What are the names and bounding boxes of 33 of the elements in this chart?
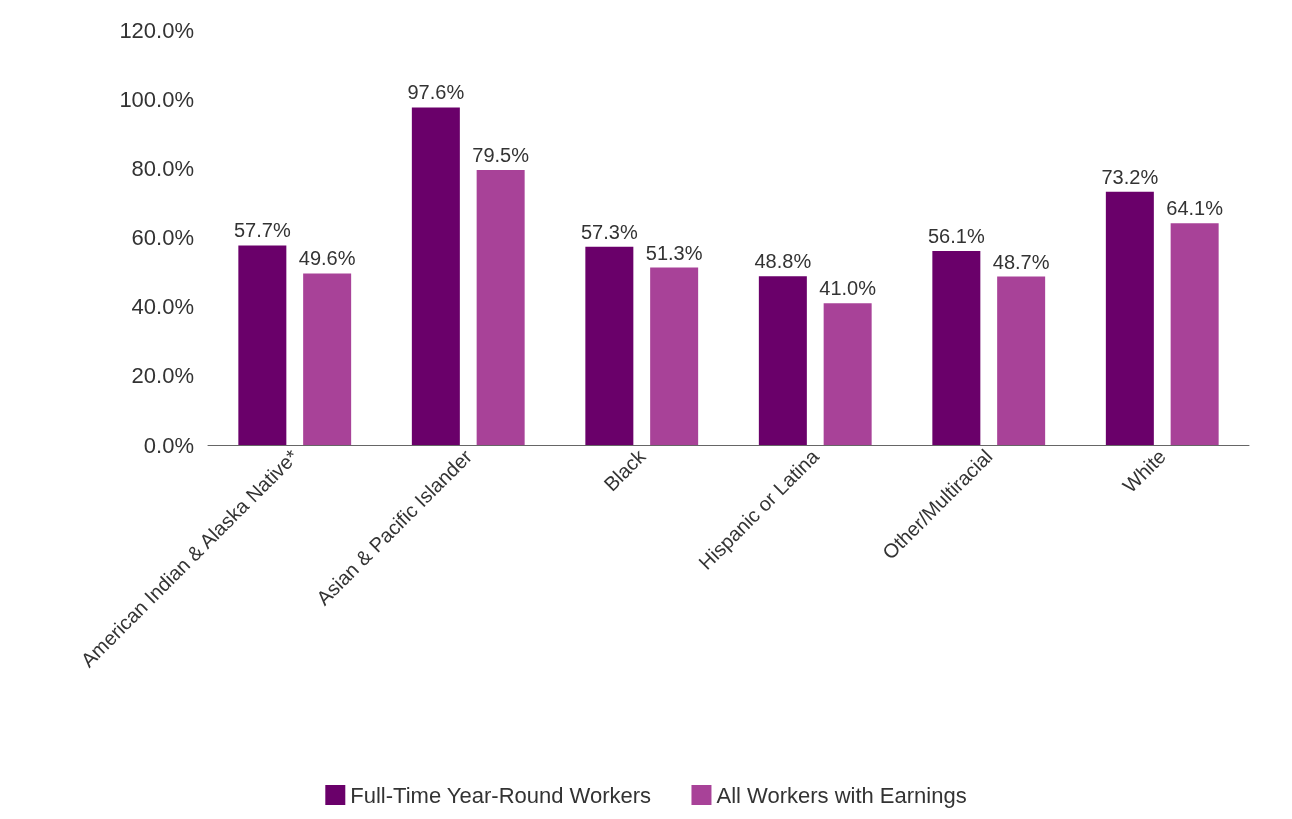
data-label: 97.6% <box>407 81 465 104</box>
y-tick-label: 100.0% <box>119 86 194 112</box>
y-tick-label: 0.0% <box>143 432 194 458</box>
data-label: 73.2% <box>1101 165 1159 188</box>
bar <box>1105 191 1154 445</box>
y-tick-label: 60.0% <box>131 225 194 250</box>
data-label: 49.6% <box>298 247 356 270</box>
legend-label: All Workers with Earnings <box>716 782 967 808</box>
bar <box>997 276 1046 445</box>
bar <box>932 250 981 445</box>
bar <box>1170 223 1219 445</box>
data-label: 48.7% <box>992 250 1050 273</box>
data-label: 57.3% <box>580 220 638 243</box>
bar <box>650 267 699 445</box>
bar <box>238 245 287 445</box>
y-tick-label: 80.0% <box>131 155 194 181</box>
data-label: 79.5% <box>472 144 530 167</box>
bar <box>476 170 525 445</box>
bar <box>411 107 460 445</box>
bar <box>303 273 352 445</box>
legend-label: Full-Time Year-Round Workers <box>350 782 652 808</box>
y-tick-label: 120.0% <box>119 17 194 43</box>
y-tick-label: 20.0% <box>131 363 194 389</box>
bar <box>823 303 872 445</box>
bar <box>758 276 807 445</box>
data-label: 51.3% <box>645 241 703 264</box>
y-tick-label: 40.0% <box>131 294 194 320</box>
data-label: 48.8% <box>754 250 812 273</box>
data-label: 56.1% <box>927 224 985 247</box>
data-label: 64.1% <box>1166 197 1224 220</box>
bar <box>585 246 634 445</box>
data-label: 57.7% <box>233 219 291 242</box>
data-label: 41.0% <box>819 277 877 300</box>
